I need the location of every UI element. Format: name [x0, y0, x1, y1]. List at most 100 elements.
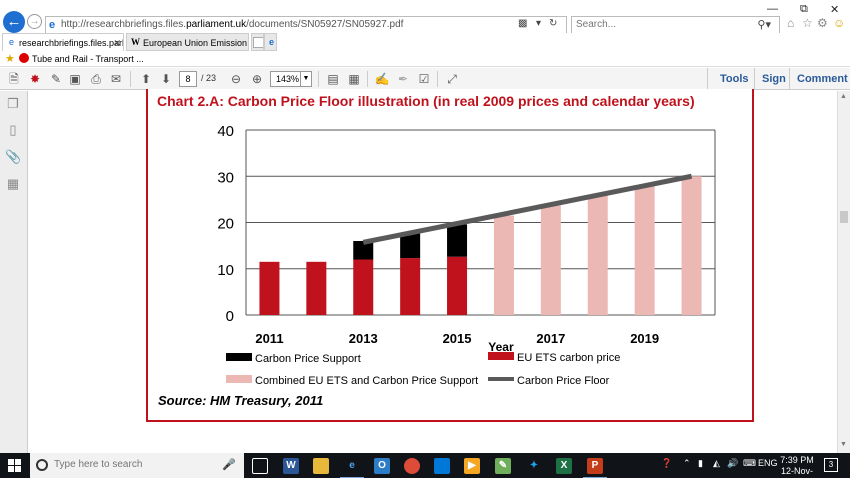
- sign-doc-icon[interactable]: ☑: [418, 72, 430, 86]
- back-button[interactable]: ←: [3, 11, 25, 33]
- refresh-icon[interactable]: ↻: [549, 18, 558, 29]
- favorite-tube-and-rail[interactable]: Tube and Rail - Transport ...: [19, 53, 144, 64]
- chart-title: Chart 2.A: Carbon Price Floor illustrati…: [157, 93, 695, 109]
- create-pdf-icon[interactable]: 🗎: [9, 72, 19, 86]
- page-thumbnails-icon[interactable]: ❐: [7, 96, 19, 111]
- language-indicator[interactable]: ENG: [758, 458, 778, 468]
- close-window-button[interactable]: ✕: [830, 4, 840, 16]
- scroll-up-icon[interactable]: ▲: [840, 93, 847, 100]
- bar-eu-ets: [353, 259, 374, 315]
- smiley-icon[interactable]: ☺: [833, 16, 846, 30]
- legend-swatch: [226, 353, 252, 361]
- sign-button[interactable]: Sign: [762, 73, 786, 85]
- ie-tab-icon: e: [8, 37, 14, 47]
- taskbar-search-input[interactable]: [54, 459, 224, 470]
- word-icon[interactable]: W: [283, 458, 299, 474]
- settings-gear-icon[interactable]: ⚙: [817, 16, 828, 30]
- search-input[interactable]: [576, 19, 746, 30]
- search-box[interactable]: ⚲▾: [571, 16, 780, 34]
- file-explorer-icon[interactable]: [313, 458, 329, 474]
- tab-researchbriefings[interactable]: e researchbriefings.files.parlia... ✕: [2, 33, 124, 51]
- favorites-star-icon[interactable]: ☆: [802, 16, 813, 30]
- address-bar[interactable]: e http://researchbriefings.files.parliam…: [45, 16, 567, 34]
- legend-swatch: [488, 377, 514, 381]
- media-player-icon[interactable]: ▶: [464, 458, 480, 474]
- dropdown-arrow-icon[interactable]: ▾: [536, 18, 542, 29]
- toolbar-divider: [754, 68, 755, 90]
- vertical-scrollbar[interactable]: ▲ ▼: [837, 91, 850, 453]
- email-icon[interactable]: ✉: [110, 72, 122, 86]
- excel-icon[interactable]: X: [556, 458, 572, 474]
- zoom-in-icon[interactable]: ⊕: [251, 72, 263, 86]
- edit-pdf-icon[interactable]: ✎: [50, 72, 62, 86]
- previous-page-icon[interactable]: ⬆: [140, 72, 152, 86]
- task-view-icon[interactable]: [252, 458, 268, 474]
- network-icon[interactable]: ◭: [713, 458, 720, 468]
- legend-swatch: [488, 352, 514, 360]
- fit-page-icon[interactable]: ▤: [327, 72, 339, 86]
- tools-button[interactable]: Tools: [720, 73, 749, 85]
- powerpoint-icon[interactable]: P: [583, 458, 607, 478]
- next-page-icon[interactable]: ⬇: [160, 72, 172, 86]
- chrome-icon[interactable]: [404, 458, 420, 474]
- print-icon[interactable]: ⎙: [91, 72, 101, 86]
- sticky-note-icon[interactable]: ✍: [374, 72, 390, 86]
- scroll-down-icon[interactable]: ▼: [840, 441, 847, 448]
- action-center-icon[interactable]: 3: [824, 458, 838, 472]
- twitter-icon[interactable]: ✦: [529, 460, 539, 471]
- zoom-out-icon[interactable]: ⊖: [230, 72, 242, 86]
- zoom-dropdown-icon[interactable]: ▼: [300, 72, 311, 86]
- microphone-icon[interactable]: 🎤: [222, 459, 236, 471]
- cortana-icon: [36, 459, 48, 471]
- bar-eu-ets: [447, 256, 468, 315]
- bar-carbon-price-support: [400, 232, 421, 259]
- help-icon[interactable]: ❓: [661, 458, 673, 468]
- outlook-icon[interactable]: O: [374, 458, 390, 474]
- compat-view-icon[interactable]: ▩: [518, 18, 528, 29]
- close-tab-icon[interactable]: ✕: [113, 38, 121, 48]
- clock-time: 7:39 PM: [780, 455, 814, 465]
- fit-width-icon[interactable]: ▦: [348, 72, 360, 86]
- comment-button[interactable]: Comment: [797, 73, 848, 85]
- layers-icon[interactable]: ▦: [6, 176, 20, 191]
- tab-european-union-emission[interactable]: W European Union Emission Trad...: [126, 33, 249, 51]
- taskbar-search[interactable]: 🎤: [30, 453, 244, 478]
- clock[interactable]: 7:39 PM 12-Nov-17: [778, 455, 816, 478]
- bar-combined: [540, 205, 561, 315]
- notes-app-icon[interactable]: ✎: [495, 458, 511, 474]
- home-icon[interactable]: ⌂: [787, 16, 795, 30]
- windows-start-icon[interactable]: [8, 459, 21, 472]
- internet-explorer-icon[interactable]: e: [340, 458, 364, 478]
- page-number-input[interactable]: 8: [179, 71, 197, 87]
- store-icon[interactable]: [434, 458, 450, 474]
- scroll-thumb[interactable]: [840, 211, 848, 223]
- toolbar-divider: [367, 71, 368, 87]
- acrobat-icon[interactable]: ✸: [29, 72, 41, 86]
- bookmarks-icon[interactable]: ▯: [9, 122, 17, 137]
- keyboard-icon[interactable]: ⌨: [743, 458, 756, 468]
- new-tab-button[interactable]: [251, 33, 264, 51]
- expand-icon[interactable]: ⤢: [447, 72, 457, 86]
- forward-button[interactable]: →: [27, 14, 42, 29]
- zoom-select[interactable]: 143% ▼: [270, 71, 312, 87]
- new-tab-icon: [253, 37, 263, 48]
- page-total: / 23: [201, 73, 217, 83]
- restore-button[interactable]: ⧉: [800, 3, 808, 15]
- x-tick-label: 2011: [255, 331, 283, 346]
- bar-combined: [493, 215, 514, 315]
- search-icon[interactable]: ⚲▾: [757, 19, 771, 31]
- clock-date: 12-Nov-17: [780, 466, 813, 478]
- y-tick-label: 0: [226, 308, 234, 325]
- attachments-icon[interactable]: 📎: [5, 149, 22, 164]
- highlight-icon[interactable]: ✒: [397, 72, 409, 86]
- toolbar-divider: [318, 71, 319, 87]
- minimize-button[interactable]: —: [767, 3, 778, 15]
- add-favorites-star-icon[interactable]: ★: [5, 53, 15, 65]
- volume-icon[interactable]: 🔊: [727, 458, 739, 468]
- show-hidden-icons[interactable]: ⌃: [683, 458, 691, 468]
- legend-swatch: [226, 375, 252, 383]
- save-icon[interactable]: ▣: [69, 72, 81, 86]
- ie-tab-button[interactable]: e: [264, 33, 277, 51]
- ie-page-icon: e: [49, 19, 56, 31]
- y-tick-label: 40: [217, 123, 234, 140]
